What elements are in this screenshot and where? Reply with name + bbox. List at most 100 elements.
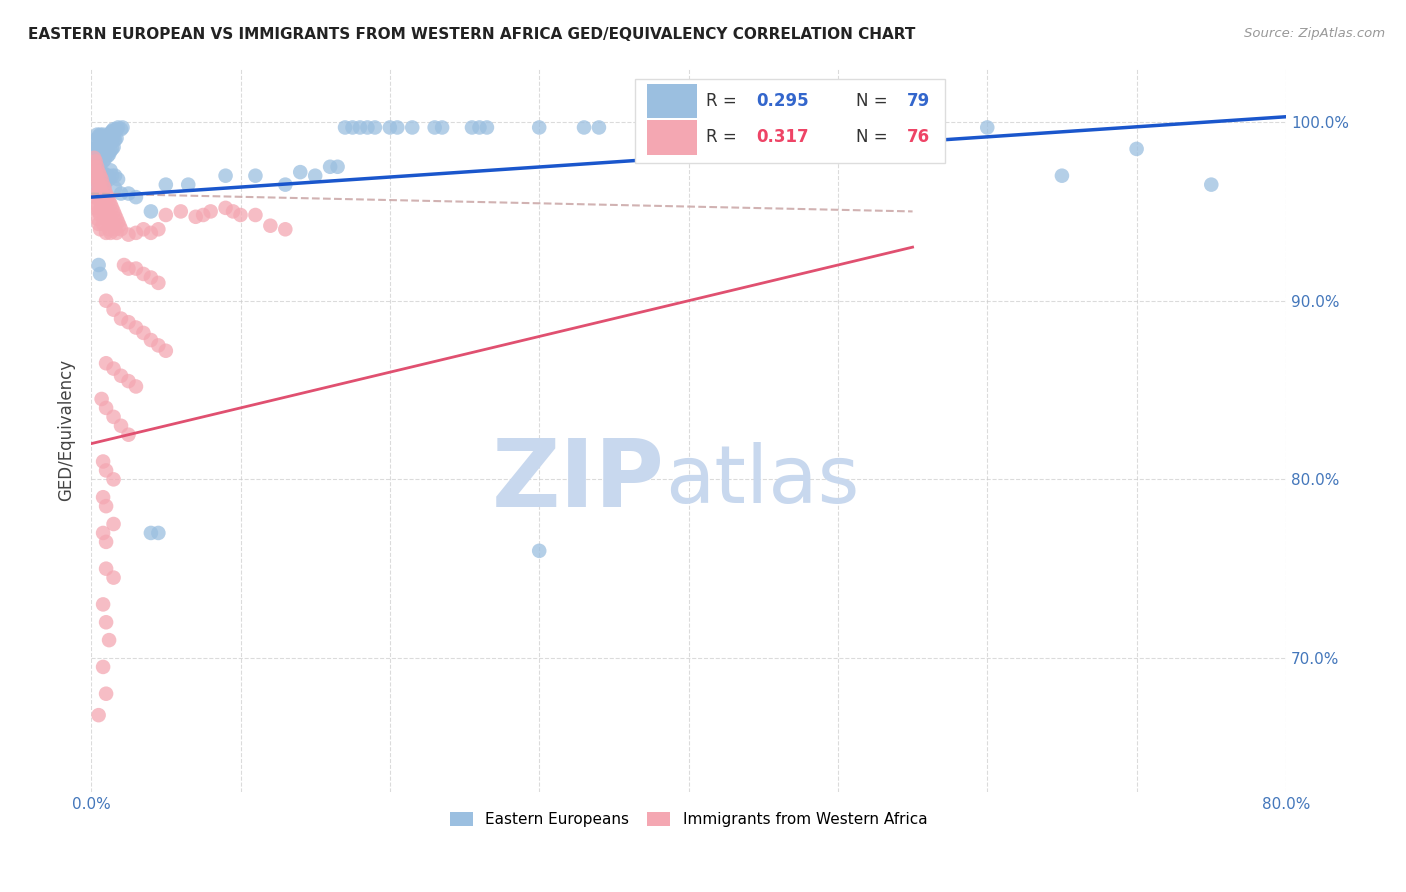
Point (87, 165, 110, 179)
Point (86, 154, 108, 169)
Point (125, 379, 148, 393)
Text: ZIP: ZIP (492, 435, 665, 527)
Point (468, 120, 491, 135)
Point (98, 222, 121, 236)
Point (100, 126, 122, 140)
Point (100, 144, 122, 158)
Point (87, 151, 110, 165)
Point (93, 167, 115, 181)
Text: R =: R = (706, 92, 742, 110)
Point (94, 534, 117, 549)
Point (94, 687, 117, 701)
Point (125, 320, 148, 334)
Point (87, 140, 110, 154)
Point (475, 120, 498, 135)
Point (84, 190, 107, 204)
Point (139, 226, 162, 240)
Point (93, 133, 115, 147)
Point (184, 210, 207, 224)
Point (84, 136, 107, 151)
Point (89, 194, 111, 208)
Point (245, 169, 267, 183)
Point (976, 120, 998, 135)
Point (148, 525, 170, 540)
Point (83, 142, 105, 156)
Point (84, 181, 107, 195)
Point (91, 202, 114, 217)
Point (94, 463, 117, 477)
Point (94, 199, 117, 213)
Point (319, 160, 342, 174)
Point (90, 138, 112, 153)
Point (90, 186, 112, 201)
Text: 0.317: 0.317 (756, 128, 810, 146)
Point (91, 154, 114, 169)
Point (148, 338, 170, 352)
Point (94, 129, 117, 144)
Point (98, 147, 121, 161)
Point (94, 615, 117, 630)
Point (89, 147, 111, 161)
Point (101, 124, 124, 138)
Point (100, 226, 122, 240)
Point (105, 226, 128, 240)
Point (191, 208, 214, 222)
Point (91, 136, 114, 151)
Point (100, 163, 122, 178)
Point (108, 219, 131, 233)
Point (91, 217, 114, 231)
Point (91, 525, 114, 540)
Point (91, 454, 114, 468)
Point (91, 660, 114, 674)
Point (529, 120, 551, 135)
Point (86, 186, 108, 201)
Point (83, 169, 105, 183)
Point (98, 136, 121, 151)
Point (93, 181, 115, 195)
Point (132, 222, 155, 236)
Point (107, 120, 129, 135)
Point (97, 140, 120, 154)
Point (93, 142, 115, 156)
Point (93, 194, 115, 208)
Text: R =: R = (706, 128, 742, 146)
Point (101, 169, 124, 183)
Point (91, 128, 114, 142)
Point (98, 128, 121, 142)
Point (90, 178, 112, 192)
Point (155, 178, 177, 192)
Point (333, 120, 356, 135)
Point (87, 192, 110, 206)
Point (84, 154, 107, 169)
Point (529, 544, 551, 558)
Point (101, 142, 124, 156)
Point (423, 120, 446, 135)
Point (83, 133, 105, 147)
Point (90, 199, 112, 213)
Point (89, 138, 111, 153)
Point (97, 149, 120, 163)
Point (103, 131, 125, 145)
Point (93, 178, 115, 192)
Point (101, 133, 124, 147)
Point (148, 222, 170, 236)
Point (94, 147, 117, 161)
Point (103, 472, 125, 486)
Point (98, 633, 121, 648)
Point (378, 120, 401, 135)
Point (91, 178, 114, 192)
Point (222, 204, 245, 219)
Point (100, 135, 122, 149)
Point (93, 208, 115, 222)
Point (103, 204, 125, 219)
Point (83, 151, 105, 165)
Point (125, 190, 148, 204)
Point (229, 208, 252, 222)
Point (200, 204, 222, 219)
Point (104, 208, 127, 222)
Point (110, 368, 132, 383)
Point (87, 178, 110, 192)
Point (104, 124, 127, 138)
Point (356, 120, 378, 135)
Point (86, 199, 108, 213)
